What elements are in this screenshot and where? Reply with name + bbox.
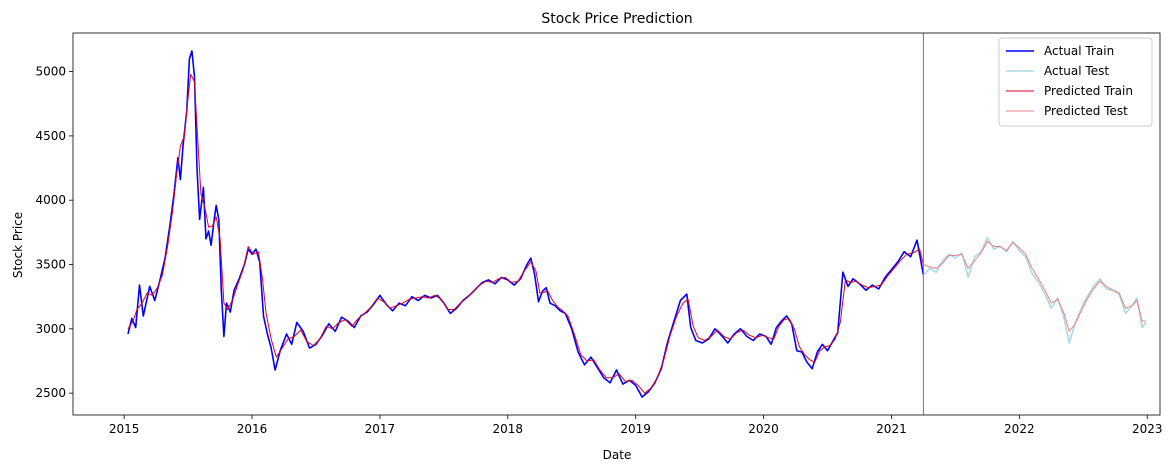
x-tick-label: 2015 [109, 422, 140, 436]
plot-area [127, 33, 1147, 415]
legend-label: Predicted Train [1044, 84, 1133, 98]
x-tick-label: 2023 [1132, 422, 1163, 436]
legend-box [998, 37, 1153, 127]
x-axis-ticks: 2015 2016 2017 2018 2019 2020 2021 2022 2023 [109, 415, 1163, 436]
x-tick-label: 2017 [365, 422, 396, 436]
x-tick-label: 2022 [1004, 422, 1035, 436]
y-tick-label: 2500 [35, 386, 66, 400]
y-tick-label: 3000 [35, 322, 66, 336]
legend: Actual Train Actual Test Predicted Train Pr… [998, 37, 1153, 127]
series-line-4 [923, 240, 1146, 332]
legend-label: Actual Test [1044, 64, 1109, 78]
x-tick-label: 2021 [876, 422, 907, 436]
y-axis-title: Stock Price [11, 212, 25, 278]
series-line-3 [127, 73, 924, 394]
x-axis-title: Date [603, 448, 632, 462]
chart-title: Stock Price Prediction [541, 11, 692, 27]
y-tick-label: 3500 [35, 258, 66, 272]
y-tick-label: 5000 [35, 65, 66, 79]
y-tick-label: 4000 [35, 193, 66, 207]
x-tick-label: 2016 [237, 422, 268, 436]
legend-label: Actual Train [1044, 44, 1114, 58]
series-line-1 [127, 50, 925, 398]
y-tick-label: 4500 [35, 129, 66, 143]
axes-frame [72, 32, 1161, 416]
x-tick-label: 2019 [620, 422, 651, 436]
x-tick-label: 2020 [748, 422, 779, 436]
legend-label: Predicted Test [1044, 104, 1128, 118]
x-tick-label: 2018 [493, 422, 524, 436]
y-axis-ticks: 2500 3000 3500 4000 4500 5000 [35, 65, 73, 400]
